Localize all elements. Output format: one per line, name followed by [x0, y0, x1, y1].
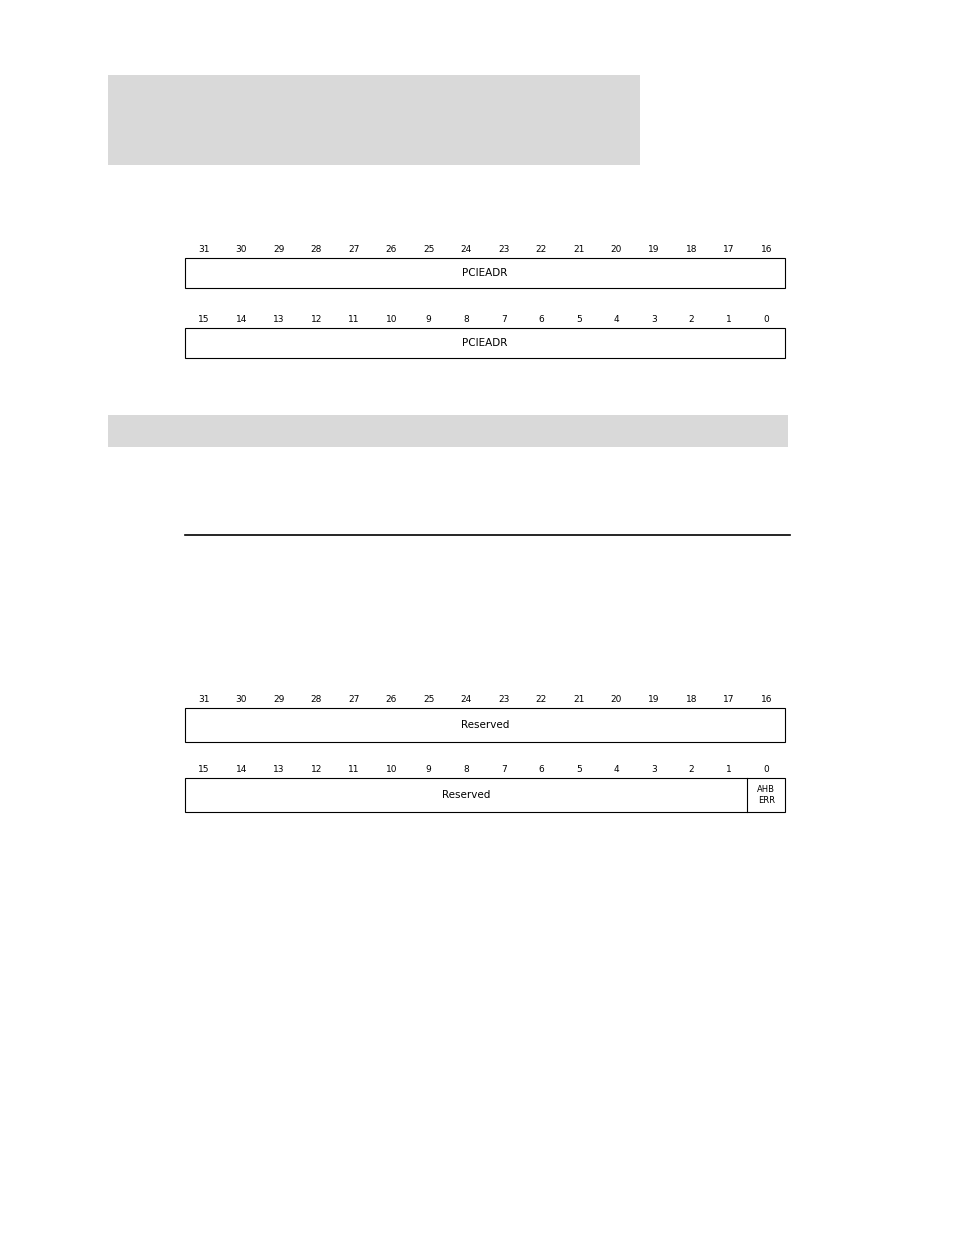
- Text: 11: 11: [348, 315, 359, 324]
- Text: 29: 29: [273, 245, 284, 254]
- Text: 18: 18: [685, 245, 697, 254]
- Text: 13: 13: [273, 764, 284, 774]
- Text: 12: 12: [311, 764, 321, 774]
- Text: 3: 3: [650, 315, 656, 324]
- Text: 14: 14: [235, 764, 247, 774]
- Text: 6: 6: [537, 315, 543, 324]
- Text: 7: 7: [500, 764, 506, 774]
- Text: 28: 28: [311, 245, 321, 254]
- Text: 29: 29: [273, 695, 284, 704]
- Text: 9: 9: [425, 764, 431, 774]
- Text: 18: 18: [685, 695, 697, 704]
- Text: 19: 19: [647, 695, 659, 704]
- FancyBboxPatch shape: [185, 258, 784, 288]
- Text: 22: 22: [535, 695, 546, 704]
- Text: 12: 12: [311, 315, 321, 324]
- Text: 20: 20: [610, 245, 621, 254]
- FancyBboxPatch shape: [185, 329, 784, 358]
- Text: 24: 24: [460, 695, 472, 704]
- Text: 20: 20: [610, 695, 621, 704]
- Text: 2: 2: [688, 315, 694, 324]
- Text: Reserved: Reserved: [441, 790, 490, 800]
- Text: 0: 0: [762, 315, 768, 324]
- Text: 26: 26: [385, 695, 396, 704]
- Text: 8: 8: [463, 315, 469, 324]
- Text: 5: 5: [576, 315, 581, 324]
- Text: 14: 14: [235, 315, 247, 324]
- Text: 27: 27: [348, 245, 359, 254]
- Text: 16: 16: [760, 245, 771, 254]
- Text: 9: 9: [425, 315, 431, 324]
- Text: 4: 4: [613, 764, 618, 774]
- Text: 25: 25: [422, 695, 434, 704]
- Text: 15: 15: [198, 764, 210, 774]
- Text: 4: 4: [613, 315, 618, 324]
- Text: 6: 6: [537, 764, 543, 774]
- Text: 22: 22: [535, 245, 546, 254]
- Text: 21: 21: [573, 695, 584, 704]
- Text: 10: 10: [385, 315, 396, 324]
- FancyBboxPatch shape: [185, 778, 784, 811]
- Text: 0: 0: [762, 764, 768, 774]
- Text: 30: 30: [235, 695, 247, 704]
- Text: 2: 2: [688, 764, 694, 774]
- Text: 24: 24: [460, 245, 472, 254]
- Text: 10: 10: [385, 764, 396, 774]
- Text: 31: 31: [198, 245, 210, 254]
- Text: 27: 27: [348, 695, 359, 704]
- Text: 1: 1: [725, 764, 731, 774]
- Text: 3: 3: [650, 764, 656, 774]
- Text: Reserved: Reserved: [460, 720, 509, 730]
- Text: 1: 1: [725, 315, 731, 324]
- Text: 23: 23: [497, 245, 509, 254]
- FancyBboxPatch shape: [108, 75, 639, 165]
- Text: 23: 23: [497, 695, 509, 704]
- Text: 5: 5: [576, 764, 581, 774]
- Text: 21: 21: [573, 245, 584, 254]
- Text: PCIEADR: PCIEADR: [462, 338, 507, 348]
- Text: 31: 31: [198, 695, 210, 704]
- Text: 25: 25: [422, 245, 434, 254]
- FancyBboxPatch shape: [108, 415, 787, 447]
- Text: 7: 7: [500, 315, 506, 324]
- Text: 15: 15: [198, 315, 210, 324]
- Text: AHB
ERR: AHB ERR: [757, 785, 775, 805]
- Text: 11: 11: [348, 764, 359, 774]
- FancyBboxPatch shape: [185, 708, 784, 742]
- Text: 19: 19: [647, 245, 659, 254]
- Text: 28: 28: [311, 695, 321, 704]
- Text: 16: 16: [760, 695, 771, 704]
- Text: 8: 8: [463, 764, 469, 774]
- Text: PCIEADR: PCIEADR: [462, 268, 507, 278]
- Text: 17: 17: [722, 695, 734, 704]
- Text: 17: 17: [722, 245, 734, 254]
- Text: 30: 30: [235, 245, 247, 254]
- Text: 13: 13: [273, 315, 284, 324]
- Text: 26: 26: [385, 245, 396, 254]
